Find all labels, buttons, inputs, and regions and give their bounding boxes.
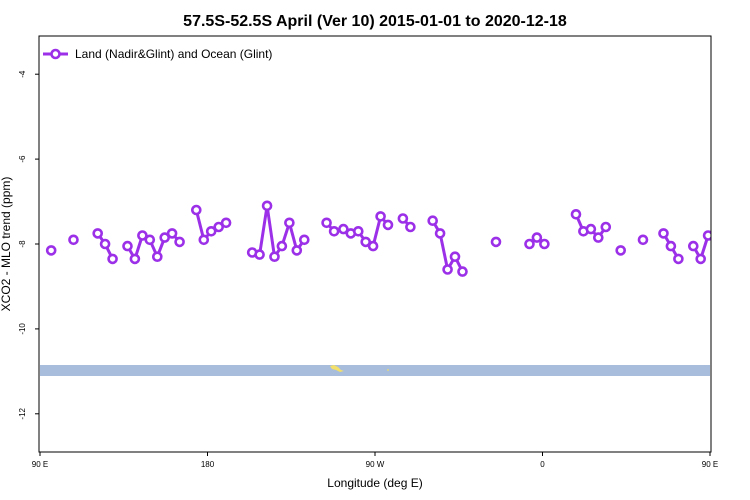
- data-point: [328, 226, 340, 237]
- data-point: [144, 234, 156, 246]
- data-point: [434, 228, 446, 239]
- data-point: [352, 226, 364, 237]
- data-point: [298, 234, 310, 246]
- y-tick-label: -8: [18, 240, 27, 248]
- data-point: [539, 238, 550, 250]
- data-point: [397, 213, 409, 224]
- y-tick-label: -10: [18, 323, 27, 335]
- data-point: [570, 209, 582, 220]
- data-point: [92, 228, 103, 239]
- data-point: [276, 240, 288, 252]
- data-point: [99, 238, 111, 250]
- data-point: [159, 232, 170, 243]
- x-tick-label: 90 E: [702, 460, 718, 469]
- legend-label: Land (Nadir&Glint) and Ocean (Glint): [75, 47, 272, 61]
- x-tick-label: 0: [540, 460, 545, 469]
- data-point: [254, 249, 265, 260]
- data-point: [321, 217, 332, 229]
- data-point: [122, 240, 133, 252]
- data-point: [695, 253, 707, 265]
- data-point: [719, 253, 727, 261]
- data-point: [600, 221, 612, 233]
- data-point: [191, 204, 202, 216]
- series-line: [431, 219, 464, 273]
- ocean-band: [40, 365, 710, 376]
- data-point: [734, 229, 742, 237]
- data-point: [284, 217, 295, 229]
- data-point: [665, 240, 677, 252]
- data-point: [166, 228, 178, 239]
- data-point: [261, 200, 273, 212]
- series-layer: [45, 200, 742, 277]
- data-point: [592, 232, 604, 243]
- data-point: [137, 230, 148, 241]
- data-point: [360, 236, 372, 248]
- data-point: [405, 221, 416, 233]
- data-point: [531, 232, 543, 243]
- legend-marker: [50, 48, 61, 60]
- x-tick-label: 90 W: [366, 460, 385, 469]
- land-patch: [330, 365, 344, 372]
- data-point: [129, 253, 141, 265]
- data-point: [220, 217, 232, 229]
- y-tick-label: -4: [18, 70, 27, 78]
- data-point: [375, 211, 386, 222]
- data-point: [442, 264, 453, 275]
- data-point: [152, 251, 163, 263]
- data-point: [449, 251, 461, 263]
- legend: Land (Nadir&Glint) and Ocean (Glint): [43, 47, 272, 61]
- data-point: [269, 251, 280, 263]
- x-tick-label: 90 E: [32, 460, 48, 469]
- data-point: [213, 221, 224, 233]
- data-point: [687, 240, 699, 252]
- chart-title: 57.5S-52.5S April (Ver 10) 2015-01-01 to…: [183, 13, 567, 30]
- data-point: [174, 236, 185, 248]
- data-point: [382, 219, 394, 231]
- data-point: [205, 226, 217, 237]
- y-axis-label: XCO2 - MLO trend (ppm): [0, 177, 13, 312]
- data-point: [291, 245, 303, 256]
- data-point: [457, 266, 468, 277]
- data-point: [490, 236, 502, 248]
- data-point: [338, 223, 349, 235]
- data-point: [637, 234, 649, 246]
- data-point: [727, 234, 735, 242]
- data-point: [710, 237, 711, 243]
- data-point: [673, 253, 684, 265]
- data-point: [367, 240, 379, 252]
- data-point: [615, 245, 627, 256]
- x-axis: 90 E 180 90 W 0 90 E: [32, 452, 718, 469]
- y-tick-label: -6: [18, 155, 27, 163]
- data-point: [702, 230, 711, 241]
- y-axis: -4 -6 -8 -10 -12: [18, 70, 39, 420]
- x-tick-label: 180: [201, 460, 215, 469]
- data-point: [427, 215, 439, 226]
- data-point: [524, 238, 535, 250]
- data-point: [658, 228, 669, 239]
- x-axis-label: Longitude (deg E): [327, 476, 422, 490]
- y-tick-label: -12: [18, 407, 27, 419]
- data-point: [45, 245, 57, 256]
- data-point: [198, 234, 210, 246]
- data-point: [68, 234, 79, 246]
- map-strip: [40, 365, 710, 376]
- land-patch: [387, 369, 389, 371]
- data-point: [585, 223, 597, 235]
- data-point: [107, 253, 118, 265]
